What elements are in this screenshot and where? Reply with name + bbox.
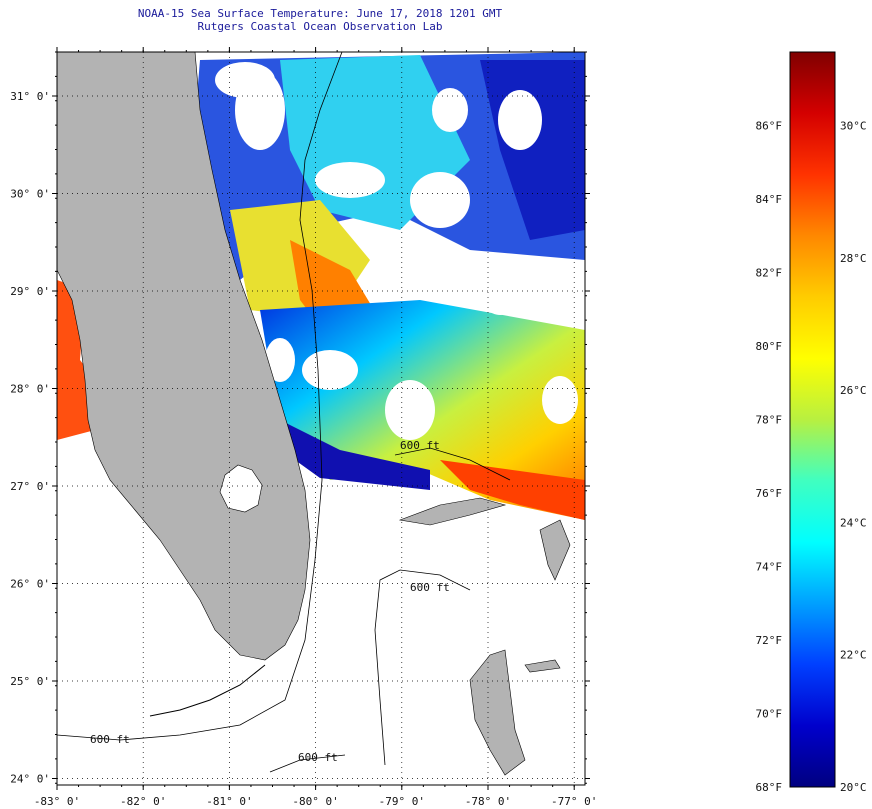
map-title: NOAA-15 Sea Surface Temperature: June 17… [137,7,503,20]
celsius-label: 28°C [840,252,867,265]
celsius-label: 26°C [840,384,867,397]
longitude-label: -79° 0' [379,795,425,808]
longitude-label: -78° 0' [465,795,511,808]
contour-label-600ft: 600 ft [298,751,338,764]
longitude-label: -77° 0' [551,795,597,808]
bahamas-andros [469,649,526,776]
fahrenheit-label: 72°F [756,634,783,647]
fahrenheit-label: 68°F [756,781,783,794]
temperature-colorbar: 86°F 84°F 82°F 80°F 78°F 76°F 74°F 72°F 70°F 68°F… [756,51,867,795]
colorbar-gradient [789,51,836,788]
fahrenheit-label: 76°F [756,487,783,500]
celsius-label: 24°C [840,516,867,529]
celsius-label: 22°C [840,649,867,662]
sst-swath-hot-band [440,460,585,520]
longitude-label: -80° 0' [292,795,338,808]
fahrenheit-label: 82°F [756,267,783,280]
sst-data-layer: 600 ft 600 ft 600 ft 600 ft [57,52,585,785]
bahamas-grand-bahama [398,497,507,526]
latitude-label: 29° 0' [10,285,50,298]
contour-label-600ft: 600 ft [410,581,450,594]
longitude-label: -81° 0' [206,795,252,808]
contour-label-600ft: 600 ft [400,439,440,452]
fahrenheit-label: 80°F [756,340,783,353]
map-subtitle: Rutgers Coastal Ocean Observation Lab [197,20,443,33]
latitude-label: 24° 0' [10,773,50,786]
latitude-label: 25° 0' [10,675,50,688]
fahrenheit-label: 86°F [756,120,783,133]
longitude-labels: -83° 0' -82° 0' -81° 0' -80° 0' -79° 0' -78° … [34,795,598,808]
celsius-labels: 30°C 28°C 26°C 24°C 22°C 20°C [840,120,867,795]
florida-keys [149,664,266,717]
latitude-labels: 31° 0' 30° 0' 29° 0' 28° 0' 27° 0' 26° 0' 25° … [10,90,50,786]
celsius-label: 30°C [840,120,867,133]
latitude-label: 30° 0' [10,188,50,201]
latitude-label: 31° 0' [10,90,50,103]
fahrenheit-label: 74°F [756,561,783,574]
bathymetry-contours [57,52,511,773]
longitude-label: -82° 0' [120,795,166,808]
fahrenheit-label: 78°F [756,414,783,427]
latitude-label: 27° 0' [10,480,50,493]
fahrenheit-labels: 86°F 84°F 82°F 80°F 78°F 76°F 74°F 72°F 70°F 68°F [756,120,783,795]
longitude-label: -83° 0' [34,795,80,808]
bahamas-abaco [539,519,571,581]
contour-label-600ft: 600 ft [90,733,130,746]
fahrenheit-label: 84°F [756,193,783,206]
celsius-label: 20°C [840,781,867,794]
sst-swath-deep-blue [280,420,430,490]
map-frame [56,51,586,786]
latitude-label: 28° 0' [10,383,50,396]
cloud-mask [215,62,578,440]
fahrenheit-label: 70°F [756,708,783,721]
bahamas-small-island [524,659,561,673]
sst-map: 600 ft 600 ft 600 ft 600 ft 31° 0' 30° 0'… [10,47,598,808]
graticule [57,52,585,785]
latitude-label: 26° 0' [10,578,50,591]
lake-okeechobee [219,464,263,513]
axis-ticks [52,47,590,790]
